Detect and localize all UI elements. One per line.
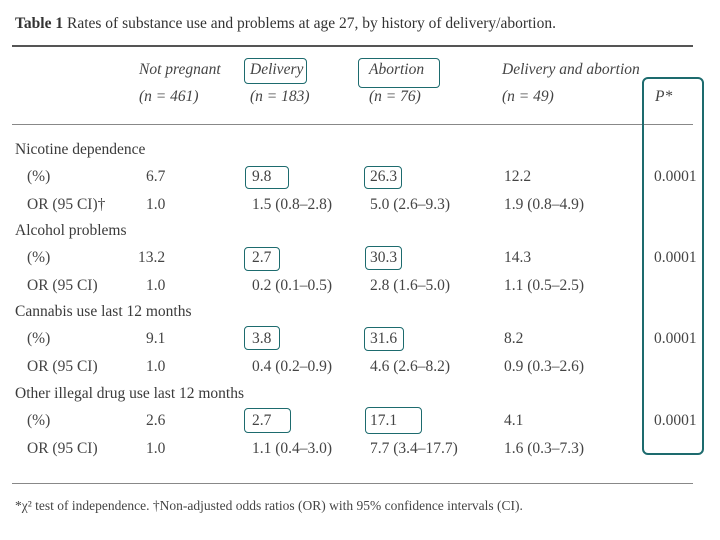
table-cell: 7.7 (3.4–17.7) xyxy=(370,440,458,457)
highlight-cell xyxy=(365,407,422,434)
highlight-cell xyxy=(245,166,289,189)
table-cell: 1.1 (0.4–3.0) xyxy=(252,440,333,457)
pct-row-label: (%) xyxy=(27,412,51,429)
table-cell: 2.7 xyxy=(252,412,272,429)
or-row-label: OR (95 CI) xyxy=(27,358,98,375)
section-label: Nicotine dependence xyxy=(15,141,146,158)
table-cell: 8.2 xyxy=(504,330,524,347)
table-cell: 2.6 xyxy=(146,412,166,429)
highlight-p-column xyxy=(642,77,704,455)
table-cell: 2.7 xyxy=(252,249,272,266)
col-header-abortion: Abortion xyxy=(369,61,425,78)
table-number: Table 1 xyxy=(15,15,64,32)
col-n-delivery: (n = 183) xyxy=(250,88,310,105)
p-value: 0.0001 xyxy=(654,249,697,266)
p-value: 0.0001 xyxy=(654,168,697,185)
p-value: 0.0001 xyxy=(654,330,697,347)
col-header-not-pregnant: Not pregnant xyxy=(139,61,221,78)
or-row-label: OR (95 CI)† xyxy=(27,196,106,213)
pct-row-label: (%) xyxy=(27,168,51,185)
table-cell: 31.6 xyxy=(370,330,398,347)
table-cell: 13.2 xyxy=(138,249,166,266)
table-cell: 1.1 (0.5–2.5) xyxy=(504,277,585,294)
col-header-delivery-and-abortion: Delivery and abortion xyxy=(502,61,640,78)
table-cell: 3.8 xyxy=(252,330,272,347)
table-caption: Rates of substance use and problems at a… xyxy=(66,15,556,32)
top-rule xyxy=(12,45,693,47)
table-cell: 6.7 xyxy=(146,168,166,185)
table-cell: 30.3 xyxy=(370,249,398,266)
bottom-rule xyxy=(12,483,693,484)
table-cell: 1.0 xyxy=(146,196,166,213)
table-cell: 17.1 xyxy=(370,412,398,429)
table-cell: 1.6 (0.3–7.3) xyxy=(504,440,585,457)
table-cell: 2.8 (1.6–5.0) xyxy=(370,277,451,294)
highlight-cell xyxy=(365,246,402,270)
col-header-delivery: Delivery xyxy=(250,61,304,78)
highlight-delivery-header xyxy=(244,58,307,84)
col-n-delivery-and-abortion: (n = 49) xyxy=(502,88,554,105)
header-rule xyxy=(12,124,693,125)
table-cell: 12.2 xyxy=(504,168,532,185)
section-label: Other illegal drug use last 12 months xyxy=(15,385,245,402)
highlight-abortion-header xyxy=(358,58,440,88)
highlight-cell xyxy=(244,326,280,350)
table-footnote: *χ² test of independence. †Non-adjusted … xyxy=(15,498,523,513)
section-label: Alcohol problems xyxy=(15,222,127,239)
section-label: Cannabis use last 12 months xyxy=(15,303,192,320)
table-cell: 0.9 (0.3–2.6) xyxy=(504,358,585,375)
table-cell: 1.0 xyxy=(146,440,166,457)
table-cell: 0.2 (0.1–0.5) xyxy=(252,277,333,294)
col-n-abortion: (n = 76) xyxy=(369,88,421,105)
table-cell: 26.3 xyxy=(370,168,398,185)
col-n-not-pregnant: (n = 461) xyxy=(139,88,199,105)
or-row-label: OR (95 CI) xyxy=(27,277,98,294)
highlight-cell xyxy=(364,327,404,351)
table-cell: 1.9 (0.8–4.9) xyxy=(504,196,585,213)
table-cell: 9.1 xyxy=(146,330,166,347)
col-header-p: P* xyxy=(655,88,673,105)
highlight-cell xyxy=(244,247,280,271)
highlight-cell xyxy=(364,166,402,189)
table-title: Table 1 Rates of substance use and probl… xyxy=(15,15,556,33)
pct-row-label: (%) xyxy=(27,249,51,266)
table-cell: 4.1 xyxy=(504,412,524,429)
table-cell: 5.0 (2.6–9.3) xyxy=(370,196,451,213)
highlight-cell xyxy=(244,408,291,433)
pct-row-label: (%) xyxy=(27,330,51,347)
table-cell: 14.3 xyxy=(504,249,532,266)
or-row-label: OR (95 CI) xyxy=(27,440,98,457)
table-cell: 1.0 xyxy=(146,358,166,375)
p-value: 0.0001 xyxy=(654,412,697,429)
table-cell: 9.8 xyxy=(252,168,272,185)
table-cell: 4.6 (2.6–8.2) xyxy=(370,358,451,375)
table-cell: 1.5 (0.8–2.8) xyxy=(252,196,333,213)
table-cell: 1.0 xyxy=(146,277,166,294)
table-cell: 0.4 (0.2–0.9) xyxy=(252,358,333,375)
